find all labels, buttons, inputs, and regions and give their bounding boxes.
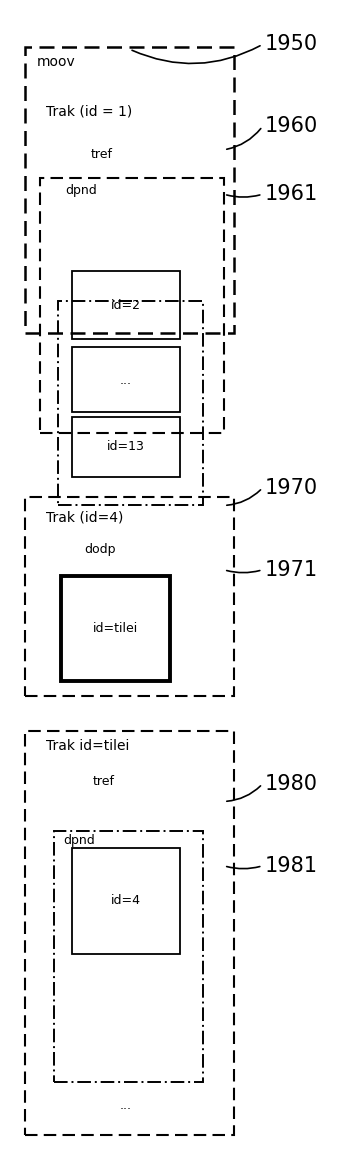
Text: Trak id=tilei: Trak id=tilei [46, 739, 129, 753]
Text: 1980: 1980 [264, 773, 317, 794]
Text: tref: tref [93, 775, 115, 789]
Bar [40, 178, 224, 433]
Text: id=tilei: id=tilei [93, 621, 138, 635]
Text: dpnd: dpnd [63, 833, 95, 847]
FancyArrowPatch shape [227, 129, 261, 150]
FancyArrowPatch shape [227, 195, 260, 197]
Bar [25, 47, 235, 333]
Text: tref: tref [91, 147, 113, 161]
FancyArrowPatch shape [227, 786, 260, 801]
Text: Trak (id=4): Trak (id=4) [46, 510, 123, 524]
Text: 1971: 1971 [264, 559, 317, 580]
FancyArrowPatch shape [227, 571, 260, 572]
Text: id=4: id=4 [111, 894, 141, 908]
Text: 1970: 1970 [264, 477, 317, 498]
Text: ...: ... [120, 1099, 132, 1113]
Bar [25, 731, 235, 1135]
Text: Trak (id = 1): Trak (id = 1) [46, 104, 132, 118]
Text: 1961: 1961 [264, 184, 317, 205]
FancyArrowPatch shape [227, 490, 260, 505]
Text: ...: ... [120, 373, 132, 387]
FancyArrowPatch shape [132, 46, 260, 63]
Bar [72, 271, 180, 339]
Text: dodp: dodp [84, 543, 116, 557]
Text: id=13: id=13 [107, 440, 145, 454]
Text: 1950: 1950 [264, 34, 317, 55]
Bar [54, 831, 203, 1082]
Text: 1960: 1960 [264, 116, 317, 137]
Text: moov: moov [37, 55, 76, 69]
FancyArrowPatch shape [227, 867, 260, 868]
Bar [72, 417, 180, 477]
Text: dpnd: dpnd [65, 184, 97, 198]
Text: id=2: id=2 [111, 298, 141, 312]
Bar [72, 347, 180, 412]
Bar [58, 301, 203, 505]
Bar [61, 576, 170, 681]
Text: 1981: 1981 [264, 855, 317, 876]
Bar [25, 497, 235, 696]
Bar [72, 848, 180, 954]
